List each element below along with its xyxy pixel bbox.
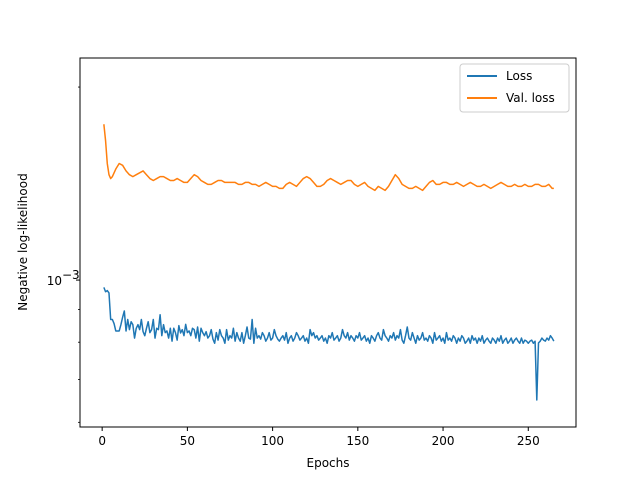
x-tick-label: 150: [346, 434, 369, 448]
legend-label-loss: Loss: [506, 69, 532, 83]
y-tick-exponent: −3: [62, 268, 80, 282]
plot-frame: [79, 57, 577, 428]
y-tick-label: 10: [47, 274, 62, 288]
x-tick-label: 200: [432, 434, 455, 448]
series-line-val-loss: [103, 124, 554, 192]
legend-label-val-loss: Val. loss: [506, 91, 555, 105]
x-axis-title: Epochs: [307, 456, 350, 470]
x-tick-label: 0: [98, 434, 106, 448]
x-tick-label: 50: [180, 434, 195, 448]
x-tick-label: 250: [517, 434, 540, 448]
legend: Loss Val. loss: [459, 63, 570, 113]
series-layer: [103, 124, 555, 401]
series-line-loss: [103, 287, 555, 401]
x-axis: 0 50 100 150 200 250: [98, 427, 540, 448]
y-axis-title: Negative log-likelihood: [16, 173, 30, 310]
y-axis: 10 −3: [47, 86, 80, 423]
x-tick-label: 100: [261, 434, 284, 448]
